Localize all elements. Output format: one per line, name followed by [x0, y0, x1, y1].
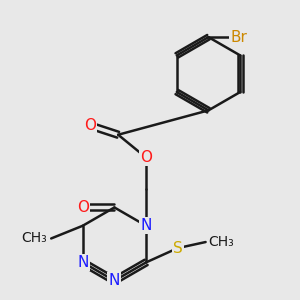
Text: Br: Br: [230, 30, 248, 45]
Text: N: N: [109, 273, 120, 288]
Text: N: N: [77, 255, 88, 270]
Text: O: O: [140, 150, 152, 165]
Text: S: S: [173, 241, 182, 256]
Text: CH₃: CH₃: [208, 235, 234, 249]
Text: O: O: [84, 118, 96, 133]
Text: O: O: [77, 200, 89, 215]
Text: N: N: [140, 218, 152, 233]
Text: CH₃: CH₃: [21, 232, 47, 245]
